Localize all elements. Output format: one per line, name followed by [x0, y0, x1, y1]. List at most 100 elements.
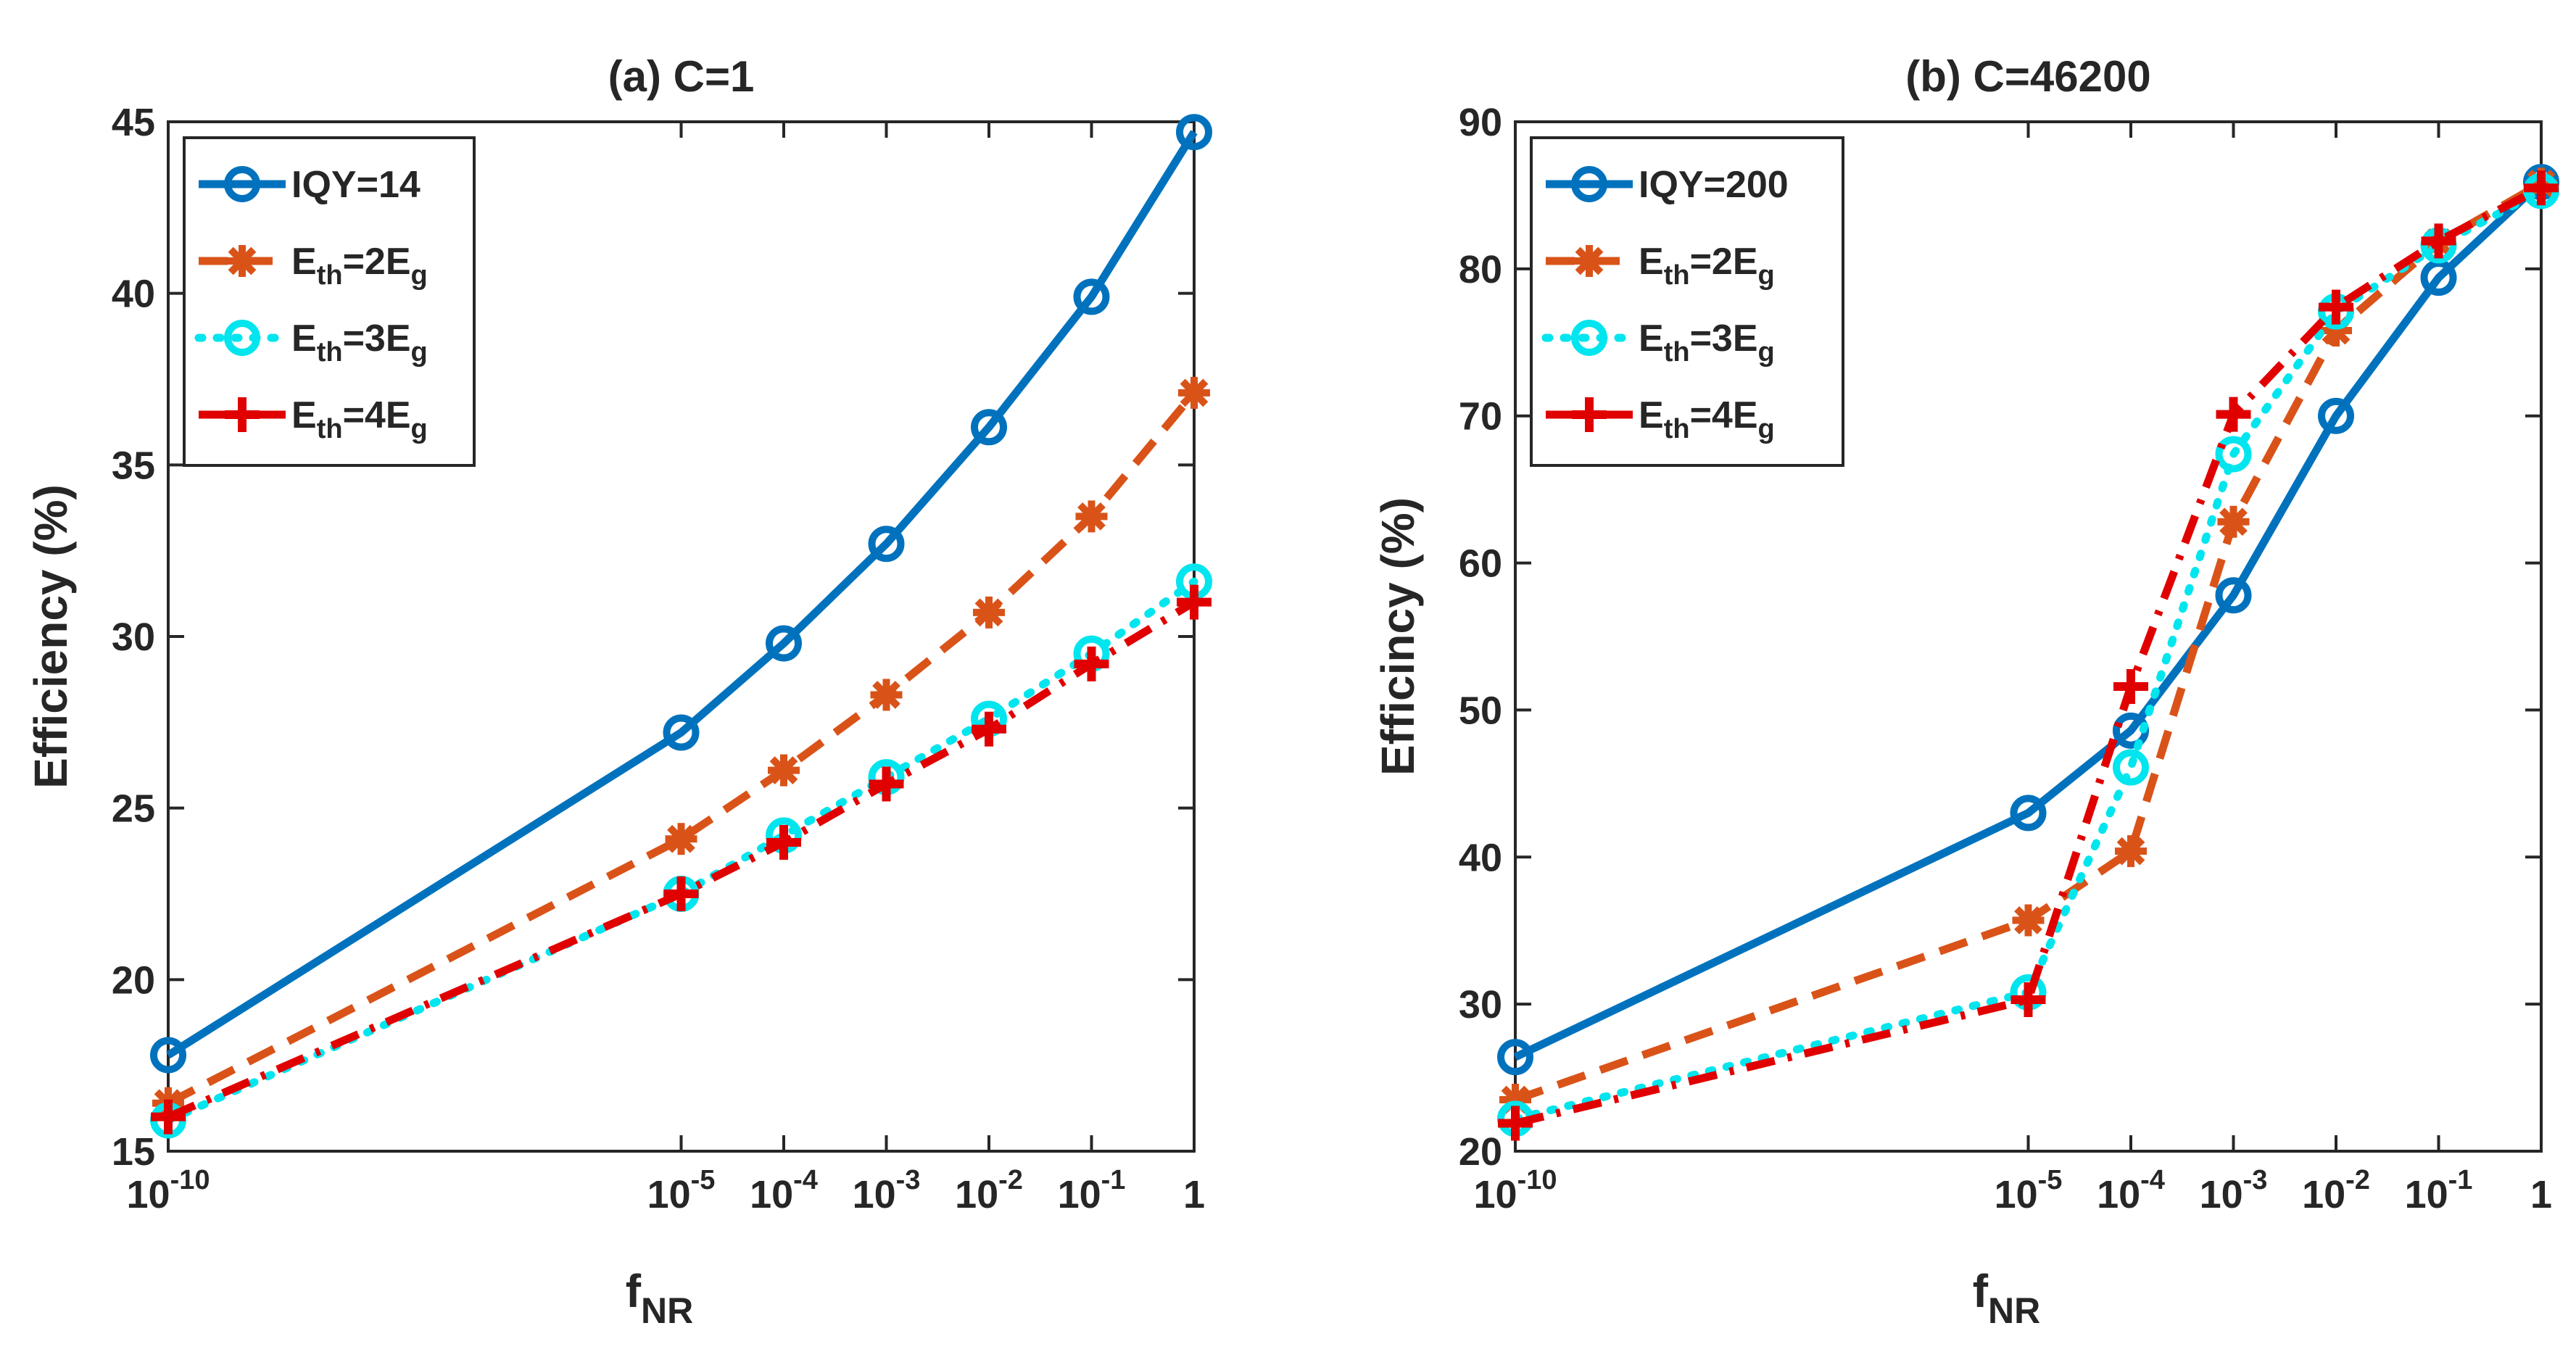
data-point	[1177, 584, 1212, 620]
data-point	[1073, 278, 1110, 315]
y-tick-label: 45	[112, 101, 155, 144]
legend-label: Eth=2Eg	[1639, 241, 1775, 291]
data-point	[2217, 505, 2250, 538]
data-point	[972, 711, 1006, 747]
y-tick-label: 80	[1459, 248, 1502, 291]
data-point	[869, 766, 904, 802]
data-point	[1075, 500, 1108, 533]
x-tick-label: 10-5	[1995, 1165, 2063, 1216]
data-point	[766, 825, 801, 860]
legend-label: IQY=14	[291, 164, 421, 206]
legend-marker	[226, 245, 258, 277]
series-line	[1513, 179, 2544, 1061]
data-point	[2115, 835, 2147, 868]
legend-marker	[1571, 320, 1607, 356]
y-axis-label: Efficiency (%)	[25, 484, 77, 789]
y-tick-label: 20	[1459, 1130, 1502, 1174]
data-point	[151, 1099, 186, 1135]
legend-marker	[1573, 245, 1605, 277]
legend-label: IQY=200	[1639, 164, 1789, 206]
x-tick-label: 10-2	[955, 1165, 1023, 1216]
chart-title: (a) C=1	[608, 52, 755, 101]
x-tick-label: 10-3	[2200, 1165, 2268, 1216]
y-tick-label: 40	[112, 273, 155, 316]
series-1	[150, 114, 1212, 1074]
data-point	[2215, 577, 2252, 614]
x-tick-label: 10-1	[1058, 1165, 1126, 1216]
data-point	[1074, 646, 1109, 681]
x-tick-label: 10-4	[750, 1165, 818, 1216]
data-point	[665, 823, 697, 855]
x-tick-label: 10-10	[127, 1165, 210, 1216]
data-point	[1178, 376, 1210, 409]
data-point	[2113, 668, 2148, 704]
legend-label: Eth=4Eg	[1639, 394, 1775, 444]
data-point	[2320, 315, 2352, 347]
series-1	[1497, 164, 2559, 1076]
y-tick-label: 70	[1459, 395, 1502, 439]
chart-panel-2: 20 30 40 50 60 70 80 90 10-10 10-5 10-4 10-3 10-2 10-…	[1372, 52, 2559, 1331]
data-point	[2010, 982, 2046, 1018]
series-4	[1498, 170, 2559, 1141]
y-axis-label: Efficincy (%)	[1372, 497, 1424, 776]
data-point	[2421, 223, 2456, 259]
legend-marker	[1572, 397, 1607, 432]
data-point	[2215, 436, 2252, 473]
data-point	[768, 754, 800, 787]
legend-marker	[1571, 166, 1607, 202]
x-tick-label: 10-1	[2405, 1165, 2473, 1216]
legend-label: Eth=3Eg	[1639, 318, 1775, 368]
data-point	[870, 679, 903, 711]
y-tick-label: 90	[1459, 101, 1502, 144]
data-point	[2319, 289, 2353, 325]
data-point	[2012, 904, 2045, 937]
data-point	[1499, 1084, 1531, 1116]
x-axis-label: fNR	[626, 1265, 694, 1331]
series-2	[152, 376, 1210, 1119]
data-point	[2318, 397, 2354, 434]
y-tick-label: 25	[112, 787, 155, 831]
legend-label: Eth=4Eg	[291, 394, 428, 444]
y-tick-label: 35	[112, 444, 155, 487]
legend-label: Eth=2Eg	[291, 241, 428, 291]
series-line	[166, 130, 1198, 1059]
data-point	[971, 409, 1007, 446]
data-point	[1497, 1039, 1533, 1076]
x-tick-label: 10-4	[2097, 1165, 2165, 1216]
legend-marker	[225, 397, 260, 432]
x-tick-label: 1	[2530, 1173, 2552, 1216]
legend: IQY=14 Eth=2Eg Eth=3Eg Eth=4Eg	[183, 136, 476, 467]
legend-marker	[224, 320, 260, 356]
data-point	[2010, 795, 2047, 831]
data-point	[973, 596, 1005, 629]
data-point	[766, 625, 802, 662]
x-tick-label: 10-3	[853, 1165, 921, 1216]
y-tick-label: 15	[112, 1130, 155, 1174]
y-tick-label: 40	[1459, 836, 1502, 879]
data-point	[2524, 170, 2559, 206]
data-point	[868, 526, 905, 563]
x-tick-label: 10-2	[2302, 1165, 2370, 1216]
y-tick-label: 30	[1459, 983, 1502, 1027]
data-point	[663, 876, 699, 911]
data-point	[1498, 1106, 1533, 1141]
legend-marker	[224, 166, 260, 202]
data-point	[1176, 114, 1212, 151]
legend: IQY=200 Eth=2Eg Eth=3Eg Eth=4Eg	[1530, 136, 1844, 467]
legend-label: Eth=3Eg	[291, 318, 428, 368]
y-tick-label: 50	[1459, 689, 1502, 732]
data-point	[2113, 749, 2149, 786]
y-tick-label: 20	[112, 958, 155, 1002]
x-tick-label: 10-10	[1474, 1165, 1557, 1216]
data-point	[2216, 397, 2251, 432]
y-tick-label: 60	[1459, 542, 1502, 586]
x-axis-label: fNR	[1973, 1265, 2041, 1331]
series-4	[151, 584, 1212, 1135]
x-tick-label: 10-5	[647, 1165, 716, 1216]
chart-title: (b) C=46200	[1905, 52, 2151, 101]
y-tick-label: 30	[112, 615, 155, 659]
data-point	[150, 1037, 186, 1074]
chart-panel-1: 15 20 25 30 35 40 45 10-10 10-5 10-4 10-3 10-2 10-1 1…	[25, 52, 1212, 1331]
